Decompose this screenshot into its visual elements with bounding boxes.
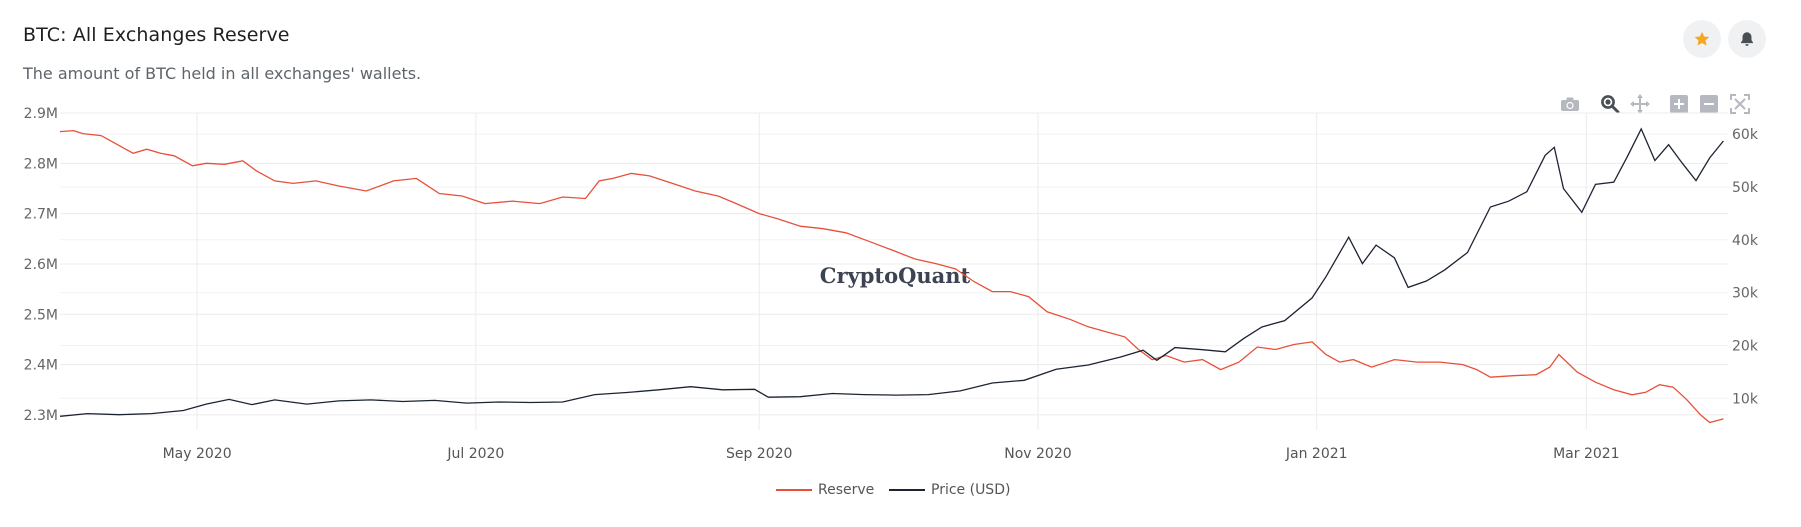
left-axis: 2.3M 2.4M 2.5M 2.6M 2.7M 2.8M 2.9M bbox=[24, 106, 58, 424]
favorite-button[interactable] bbox=[1683, 20, 1721, 58]
pan-icon[interactable] bbox=[1629, 93, 1651, 115]
y-right-tick-label: 50k bbox=[1732, 180, 1759, 196]
y-left-tick-label: 2.9M bbox=[24, 106, 58, 122]
y-left-tick-label: 2.6M bbox=[24, 257, 58, 273]
y-left-tick-label: 2.5M bbox=[24, 307, 58, 323]
bell-icon bbox=[1741, 32, 1753, 46]
watermark-text: CryptoQuant bbox=[820, 263, 971, 288]
zoom-out-icon[interactable] bbox=[1698, 93, 1720, 115]
y-right-tick-label: 40k bbox=[1732, 233, 1759, 249]
legend-item-reserve[interactable]: Reserve bbox=[776, 482, 874, 498]
legend-label-price: Price (USD) bbox=[931, 482, 1011, 498]
reset-axes-icon[interactable] bbox=[1729, 93, 1751, 115]
star-icon bbox=[1694, 31, 1710, 46]
y-right-tick-label: 30k bbox=[1732, 286, 1759, 302]
x-tick-label: Sep 2020 bbox=[726, 446, 792, 462]
x-tick-label: Mar 2021 bbox=[1553, 446, 1620, 462]
notification-button[interactable] bbox=[1728, 20, 1766, 58]
legend-label-reserve: Reserve bbox=[818, 482, 875, 498]
right-axis: 10k 20k 30k 40k 50k 60k bbox=[1732, 127, 1759, 407]
price-series-line bbox=[59, 127, 1724, 417]
camera-icon[interactable] bbox=[1559, 93, 1581, 115]
zoom-in-icon[interactable] bbox=[1668, 93, 1690, 115]
zoom-icon[interactable] bbox=[1599, 93, 1621, 115]
legend-item-price[interactable]: Price (USD) bbox=[889, 482, 1010, 498]
x-tick-label: Jan 2021 bbox=[1285, 446, 1348, 462]
x-axis: May 2020 Jul 2020 Sep 2020 Nov 2020 Jan 2021… bbox=[163, 446, 1620, 462]
reserve-series-line bbox=[59, 129, 1724, 424]
x-tick-label: Nov 2020 bbox=[1004, 446, 1071, 462]
grid-lines bbox=[60, 112, 1728, 430]
legend-swatch-price bbox=[889, 489, 925, 491]
legend-swatch-reserve bbox=[776, 489, 812, 491]
y-right-tick-label: 60k bbox=[1732, 127, 1759, 143]
chart-title: BTC: All Exchanges Reserve bbox=[23, 24, 290, 46]
y-right-tick-label: 20k bbox=[1732, 338, 1759, 354]
chart-area: CryptoQuant 2.3M 2.4M 2.5M 2.6M 2.7M 2.8M 2.9M… bbox=[24, 106, 1759, 462]
y-left-tick-label: 2.4M bbox=[24, 358, 58, 374]
x-tick-label: May 2020 bbox=[163, 446, 232, 462]
y-left-tick-label: 2.7M bbox=[24, 207, 58, 223]
y-left-tick-label: 2.3M bbox=[24, 408, 58, 424]
chart-subtitle: The amount of BTC held in all exchanges'… bbox=[23, 64, 422, 83]
x-tick-label: Jul 2020 bbox=[446, 446, 504, 462]
y-left-tick-label: 2.8M bbox=[24, 156, 58, 172]
y-right-tick-label: 10k bbox=[1732, 391, 1759, 407]
